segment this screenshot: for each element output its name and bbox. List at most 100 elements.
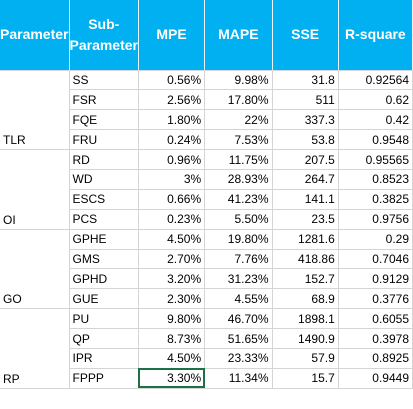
r-square-cell[interactable]: 0.9129 bbox=[338, 268, 413, 290]
r-square-cell[interactable]: 0.8523 bbox=[338, 169, 413, 190]
parameter-cell[interactable]: GO bbox=[0, 229, 70, 310]
mpe-cell[interactable]: 0.96% bbox=[138, 149, 206, 170]
parameter-cell[interactable]: TLR bbox=[0, 70, 70, 151]
mpe-cell[interactable]: 9.80% bbox=[138, 308, 206, 330]
sub-parameter-cell[interactable]: SS bbox=[69, 70, 139, 91]
sse-cell[interactable]: 15.7 bbox=[272, 368, 339, 389]
r-square-cell[interactable]: 0.9756 bbox=[338, 209, 413, 230]
parameter-cell[interactable]: OI bbox=[0, 149, 70, 230]
mape-cell[interactable]: 31.23% bbox=[204, 268, 273, 290]
sub-parameter-cell[interactable]: ESCS bbox=[69, 189, 139, 210]
table-row: FRU 0.24% 7.53% 53.8 0.9548 bbox=[0, 129, 413, 151]
r-square-cell[interactable]: 0.92564 bbox=[338, 70, 413, 91]
mpe-cell[interactable]: 2.30% bbox=[138, 288, 206, 310]
sub-parameter-cell[interactable]: FSR bbox=[69, 89, 139, 111]
table-row: ESCS 0.66% 41.23% 141.1 0.3825 bbox=[0, 189, 413, 210]
r-square-cell[interactable]: 0.6055 bbox=[338, 308, 413, 330]
sub-parameter-cell[interactable]: PU bbox=[69, 308, 139, 330]
table-row: IPR 4.50% 23.33% 57.9 0.8925 bbox=[0, 348, 413, 369]
mpe-cell[interactable]: 3.20% bbox=[138, 268, 206, 290]
sse-cell[interactable]: 1898.1 bbox=[272, 308, 339, 330]
sub-parameter-cell[interactable]: RD bbox=[69, 149, 139, 170]
sub-parameter-cell[interactable]: GMS bbox=[69, 249, 139, 270]
parameter-cell[interactable]: RP bbox=[0, 308, 70, 389]
mpe-cell[interactable]: 1.80% bbox=[138, 109, 206, 131]
table-row: OI RD 0.96% 11.75% 207.5 0.95565 bbox=[0, 149, 413, 230]
sse-cell[interactable]: 264.7 bbox=[272, 169, 339, 190]
header-sub-parameter[interactable]: Sub-Parameter bbox=[69, 0, 139, 71]
r-square-cell[interactable]: 0.95565 bbox=[338, 149, 413, 170]
mape-cell[interactable]: 28.93% bbox=[204, 169, 273, 190]
sse-cell[interactable]: 418.86 bbox=[272, 249, 339, 270]
mpe-cell[interactable]: 0.56% bbox=[138, 70, 206, 91]
r-square-cell[interactable]: 0.42 bbox=[338, 109, 413, 131]
mape-cell[interactable]: 23.33% bbox=[204, 348, 273, 369]
sub-parameter-cell[interactable]: GUE bbox=[69, 288, 139, 310]
r-square-cell[interactable]: 0.7046 bbox=[338, 249, 413, 270]
mape-cell[interactable]: 4.55% bbox=[204, 288, 273, 310]
mape-cell[interactable]: 11.75% bbox=[204, 149, 273, 170]
sse-cell[interactable]: 141.1 bbox=[272, 189, 339, 210]
header-mape[interactable]: MAPE bbox=[204, 0, 273, 71]
mape-cell[interactable]: 19.80% bbox=[204, 229, 273, 250]
mape-cell[interactable]: 11.34% bbox=[204, 368, 273, 389]
sse-cell[interactable]: 57.9 bbox=[272, 348, 339, 369]
sse-cell[interactable]: 31.8 bbox=[272, 70, 339, 91]
sub-parameter-cell[interactable]: GPHE bbox=[69, 229, 139, 250]
mape-cell[interactable]: 5.50% bbox=[204, 209, 273, 230]
sub-parameter-cell[interactable]: PCS bbox=[69, 209, 139, 230]
r-square-cell[interactable]: 0.8925 bbox=[338, 348, 413, 369]
sse-cell[interactable]: 1281.6 bbox=[272, 229, 339, 250]
sse-cell[interactable]: 1490.9 bbox=[272, 328, 339, 349]
mpe-cell[interactable]: 0.24% bbox=[138, 129, 206, 151]
mape-cell[interactable]: 7.76% bbox=[204, 249, 273, 270]
mpe-cell[interactable]: 0.66% bbox=[138, 189, 206, 210]
mape-cell[interactable]: 51.65% bbox=[204, 328, 273, 349]
sse-cell[interactable]: 337.3 bbox=[272, 109, 339, 131]
sub-parameter-cell[interactable]: WD bbox=[69, 169, 139, 190]
sse-cell[interactable]: 207.5 bbox=[272, 149, 339, 170]
r-square-cell[interactable]: 0.3776 bbox=[338, 288, 413, 310]
header-sse[interactable]: SSE bbox=[272, 0, 339, 71]
sub-parameter-cell[interactable]: QP bbox=[69, 328, 139, 349]
r-square-cell[interactable]: 0.3978 bbox=[338, 328, 413, 349]
mpe-cell[interactable]: 4.50% bbox=[138, 348, 206, 369]
sub-parameter-cell[interactable]: FPPP bbox=[69, 368, 139, 389]
r-square-cell[interactable]: 0.9449 bbox=[338, 368, 413, 389]
sub-parameter-cell[interactable]: IPR bbox=[69, 348, 139, 369]
r-square-cell[interactable]: 0.9548 bbox=[338, 129, 413, 151]
mape-cell[interactable]: 9.98% bbox=[204, 70, 273, 91]
header-mpe[interactable]: MPE bbox=[138, 0, 206, 71]
mpe-cell[interactable]: 8.73% bbox=[138, 328, 206, 349]
sub-parameter-cell[interactable]: FRU bbox=[69, 129, 139, 151]
mape-cell[interactable]: 17.80% bbox=[204, 89, 273, 111]
table-row: GO GPHE 4.50% 19.80% 1281.6 0.29 bbox=[0, 229, 413, 310]
sse-cell[interactable]: 68.9 bbox=[272, 288, 339, 310]
mpe-cell[interactable]: 4.50% bbox=[138, 229, 206, 250]
mpe-cell[interactable]: 3.30% bbox=[138, 368, 206, 389]
mape-cell[interactable]: 41.23% bbox=[204, 189, 273, 210]
sub-parameter-cell[interactable]: GPHD bbox=[69, 268, 139, 290]
r-square-cell[interactable]: 0.62 bbox=[338, 89, 413, 111]
header-row: Parameter Sub-Parameter MPE MAPE SSE R-s… bbox=[0, 0, 413, 71]
sse-cell[interactable]: 23.5 bbox=[272, 209, 339, 230]
sub-parameter-cell[interactable]: FQE bbox=[69, 109, 139, 131]
table-row: GMS 2.70% 7.76% 418.86 0.7046 bbox=[0, 249, 413, 270]
mape-cell[interactable]: 7.53% bbox=[204, 129, 273, 151]
mape-cell[interactable]: 46.70% bbox=[204, 308, 273, 330]
mape-cell[interactable]: 22% bbox=[204, 109, 273, 131]
r-square-cell[interactable]: 0.3825 bbox=[338, 189, 413, 210]
r-square-cell[interactable]: 0.29 bbox=[338, 229, 413, 250]
sse-cell[interactable]: 511 bbox=[272, 89, 339, 111]
mpe-cell[interactable]: 0.23% bbox=[138, 209, 206, 230]
header-r-square[interactable]: R-square bbox=[338, 0, 413, 71]
mpe-cell[interactable]: 2.70% bbox=[138, 249, 206, 270]
mpe-cell[interactable]: 2.56% bbox=[138, 89, 206, 111]
sse-cell[interactable]: 152.7 bbox=[272, 268, 339, 290]
sse-cell[interactable]: 53.8 bbox=[272, 129, 339, 151]
table-row: FQE 1.80% 22% 337.3 0.42 bbox=[0, 109, 413, 131]
mpe-cell[interactable]: 3% bbox=[138, 169, 206, 190]
header-parameter[interactable]: Parameter bbox=[0, 0, 70, 71]
table-row: FSR 2.56% 17.80% 511 0.62 bbox=[0, 89, 413, 111]
table-row: WD 3% 28.93% 264.7 0.8523 bbox=[0, 169, 413, 190]
